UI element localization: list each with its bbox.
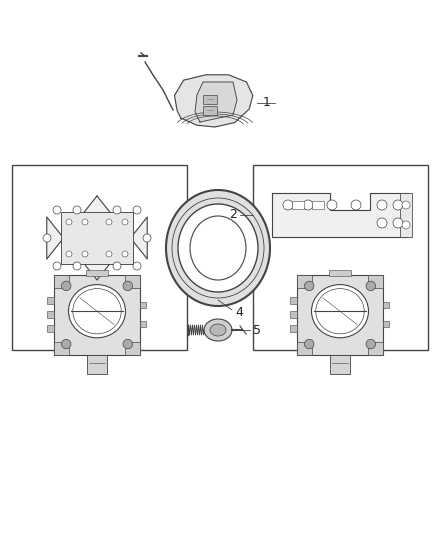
Bar bbox=[47, 311, 54, 318]
Circle shape bbox=[113, 262, 121, 270]
Bar bbox=[12, 165, 187, 350]
Bar bbox=[61, 212, 133, 264]
Bar bbox=[140, 321, 146, 327]
Bar bbox=[203, 106, 217, 115]
Circle shape bbox=[82, 251, 88, 257]
Ellipse shape bbox=[311, 285, 368, 338]
Ellipse shape bbox=[204, 319, 232, 341]
Text: 1: 1 bbox=[263, 96, 271, 109]
Circle shape bbox=[402, 201, 410, 209]
Bar bbox=[329, 356, 350, 374]
Ellipse shape bbox=[166, 190, 270, 306]
Circle shape bbox=[283, 200, 293, 210]
Bar bbox=[47, 297, 54, 304]
Text: 3: 3 bbox=[218, 231, 226, 245]
Circle shape bbox=[106, 251, 112, 257]
Bar bbox=[400, 193, 412, 237]
Circle shape bbox=[53, 262, 61, 270]
Bar bbox=[290, 326, 297, 332]
Circle shape bbox=[351, 200, 361, 210]
Circle shape bbox=[303, 200, 313, 210]
Circle shape bbox=[53, 206, 61, 214]
Circle shape bbox=[133, 206, 141, 214]
Circle shape bbox=[113, 206, 121, 214]
Ellipse shape bbox=[190, 216, 246, 280]
Bar bbox=[124, 274, 140, 288]
Bar bbox=[85, 270, 108, 276]
Bar bbox=[54, 274, 70, 288]
Bar bbox=[297, 274, 312, 288]
Polygon shape bbox=[272, 193, 408, 237]
Bar bbox=[383, 302, 389, 309]
Circle shape bbox=[393, 200, 403, 210]
Bar bbox=[54, 274, 140, 356]
Bar bbox=[367, 342, 383, 356]
Bar bbox=[297, 342, 312, 356]
Circle shape bbox=[304, 340, 314, 349]
Text: 5: 5 bbox=[253, 324, 261, 336]
Bar bbox=[290, 311, 297, 318]
Bar bbox=[292, 201, 304, 209]
Circle shape bbox=[43, 234, 51, 242]
Text: 2: 2 bbox=[229, 208, 237, 222]
Ellipse shape bbox=[68, 285, 126, 338]
Circle shape bbox=[66, 219, 72, 225]
Circle shape bbox=[122, 219, 128, 225]
Bar bbox=[328, 270, 351, 276]
Bar bbox=[140, 302, 146, 309]
Circle shape bbox=[122, 251, 128, 257]
Ellipse shape bbox=[178, 204, 258, 292]
Circle shape bbox=[61, 281, 71, 290]
Circle shape bbox=[143, 234, 151, 242]
Text: 4: 4 bbox=[235, 305, 243, 319]
Circle shape bbox=[377, 218, 387, 228]
Circle shape bbox=[402, 221, 410, 229]
Circle shape bbox=[123, 281, 133, 290]
Circle shape bbox=[304, 281, 314, 290]
Bar bbox=[290, 297, 297, 304]
Circle shape bbox=[66, 251, 72, 257]
Circle shape bbox=[106, 219, 112, 225]
Bar bbox=[87, 356, 107, 374]
Polygon shape bbox=[47, 196, 147, 280]
Circle shape bbox=[377, 200, 387, 210]
Bar bbox=[54, 342, 70, 356]
Bar bbox=[124, 342, 140, 356]
Circle shape bbox=[123, 340, 133, 349]
Circle shape bbox=[82, 219, 88, 225]
Bar bbox=[367, 274, 383, 288]
Bar bbox=[253, 165, 428, 350]
Bar bbox=[297, 274, 383, 356]
Bar bbox=[312, 201, 324, 209]
Circle shape bbox=[393, 218, 403, 228]
Bar bbox=[383, 321, 389, 327]
Ellipse shape bbox=[210, 324, 226, 336]
Polygon shape bbox=[174, 75, 253, 127]
Bar bbox=[47, 326, 54, 332]
Circle shape bbox=[327, 200, 337, 210]
Polygon shape bbox=[195, 82, 237, 122]
Circle shape bbox=[133, 262, 141, 270]
Circle shape bbox=[73, 262, 81, 270]
Bar bbox=[203, 95, 217, 104]
Circle shape bbox=[73, 206, 81, 214]
Circle shape bbox=[366, 340, 375, 349]
Circle shape bbox=[366, 281, 375, 290]
Circle shape bbox=[61, 340, 71, 349]
